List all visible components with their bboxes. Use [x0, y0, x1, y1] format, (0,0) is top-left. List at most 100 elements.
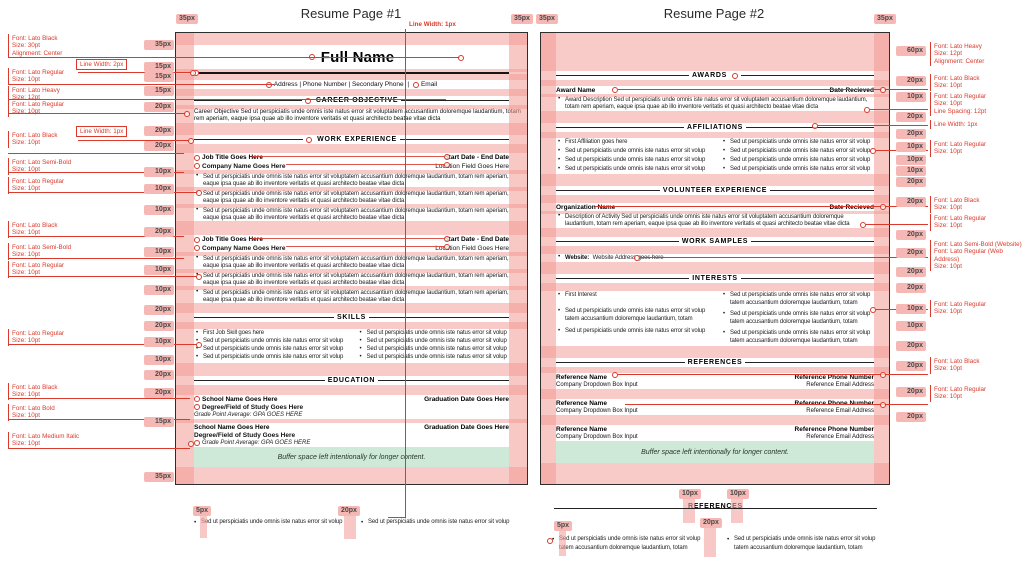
bullet-line: Sed ut perspiciatis unde omnis iste natu…: [368, 519, 510, 525]
spacing-label: 10px: [896, 304, 926, 314]
bullet-line: totam rem aperiam, eaque ipsa quae ab il…: [565, 103, 819, 110]
header-rule: [378, 380, 509, 381]
header-rule: [399, 139, 510, 140]
detail-header-rule: [554, 508, 877, 509]
spacer: [176, 363, 527, 376]
spacing-label: 20px: [896, 197, 926, 207]
interest-item: Sed ut perspiciatis unde omnis iste natu…: [556, 327, 709, 335]
spacing-label: 10px: [727, 489, 749, 499]
red-marker-icon: [870, 307, 876, 313]
reference-email: Reference Email Address: [806, 434, 874, 440]
header-rule: [194, 100, 302, 101]
red-marker-icon: [731, 72, 738, 79]
header-rule: [556, 278, 690, 279]
website-value: Website Address goes here: [592, 255, 664, 261]
red-marker-icon: [194, 440, 200, 446]
red-marker-icon: [188, 138, 194, 144]
spacer: [176, 221, 527, 235]
spacer: [176, 252, 527, 256]
spacing-label: 20px: [144, 126, 174, 136]
annotation-connector-line: [866, 224, 928, 225]
job-bullet: Sed ut perspiciatis unde omnis iste natu…: [194, 190, 509, 204]
gpa: Grade Point Average: GPA GOES HERE: [194, 412, 303, 418]
font-annotation: Font: Lato Heavy Size: 12pt Alignment: Cen…: [930, 42, 984, 66]
spacing-label: 20px: [896, 177, 926, 187]
spacer: [176, 33, 527, 45]
reference-company: Company Dropdown Box Input: [556, 382, 638, 388]
annotation-connector-line: [818, 125, 928, 126]
interest-item-line: tatem accusantium doloremque laudantium,…: [565, 316, 693, 322]
font-annotation: Font: Lato Regular Size: 10pt: [930, 140, 986, 157]
annotation-connector-line: [8, 236, 184, 237]
red-marker-icon: [812, 123, 818, 129]
section-title: CAREER OBJECTIVE: [315, 97, 399, 104]
career-objective-text: Career Objective Sed ut perspiciatis und…: [194, 109, 521, 123]
bullet-line: Sed ut perspiciatis unde omnis iste natu…: [203, 273, 509, 279]
red-marker-icon: [612, 87, 618, 93]
annotation-connector-line: [78, 72, 192, 73]
spacing-label: 35px: [536, 14, 558, 24]
spacer: [176, 170, 527, 174]
spacer: [541, 367, 889, 373]
red-marker-icon: [444, 154, 450, 160]
font-annotation: Font: Lato Heavy Size: 12pt: [8, 86, 60, 103]
contact-email: Email: [420, 81, 438, 88]
red-marker-icon: [458, 55, 464, 61]
section-title: WORK SAMPLES: [681, 238, 749, 245]
buffer-note: Buffer space left intentionally for long…: [194, 447, 509, 467]
spacing-bar: [704, 528, 716, 557]
school-name: School Name Goes Here: [194, 423, 270, 431]
annotation-connector-line: [252, 156, 444, 157]
section-title: EDUCATION: [327, 377, 376, 384]
job-company-row: Company Name Goes Here Location Field Go…: [194, 244, 509, 252]
annotation-connector-line: [8, 172, 184, 173]
header-rule: [401, 100, 510, 101]
job-location: Location Field Goes Here: [435, 244, 509, 252]
header-rule: [369, 317, 509, 318]
red-marker-icon: [412, 81, 419, 88]
spacing-label: 10px: [144, 247, 174, 257]
interest-item: Sed ut perspiciatis unde omnis iste natu…: [721, 310, 874, 318]
job-bullet: Sed ut perspiciatis unde omnis iste natu…: [194, 289, 509, 303]
spacing-label: 10px: [896, 142, 926, 152]
spacer: [176, 89, 527, 96]
red-marker-icon: [194, 154, 200, 161]
spacer: [541, 283, 889, 291]
degree: Degree/Field of Study Goes Here: [194, 431, 296, 439]
spacing-label: 20px: [896, 267, 926, 277]
affiliation-item: Sed ut perspiciatis unde omnis iste natu…: [721, 165, 874, 174]
affiliations-column: Sed ut perspiciatis unde omnis iste natu…: [721, 138, 874, 174]
skill-item: Sed ut perspiciatis unde omnis iste natu…: [358, 353, 510, 361]
education-degree-row: Degree/Field of Study Goes Here: [194, 403, 509, 411]
annotation-connector-line: [8, 258, 184, 259]
annotation-connector-line: [8, 99, 446, 100]
spacer: [176, 144, 527, 153]
spacing-label: 15px: [144, 72, 174, 82]
font-annotation: Font: Lato Regular Size: 10pt: [930, 300, 986, 317]
spacing-label: 10px: [144, 285, 174, 295]
spacer: [176, 322, 527, 329]
header-rule: [556, 190, 660, 191]
annotation-connector-line: [78, 140, 190, 141]
spacing-label: 35px: [144, 472, 174, 482]
red-marker-icon: [880, 204, 886, 210]
spacing-label: 10px: [896, 166, 926, 176]
award-date: Date Recieved: [829, 86, 874, 94]
annotation-connector-line: [8, 153, 184, 154]
font-annotation: Font: Lato Black Size: 10pt: [930, 74, 980, 91]
job-company-row: Company Name Goes Here Location Field Go…: [194, 162, 509, 170]
annotation-connector-line: [8, 57, 460, 58]
font-annotation: Font: Lato Regular Size: 10pt: [930, 214, 986, 231]
interests-column: Sed ut perspiciatis unde omnis iste natu…: [721, 291, 874, 346]
reference-phone: Reference Phone Number: [794, 399, 874, 407]
education-school-row: School Name Goes Here Graduation Date Go…: [194, 423, 509, 431]
red-marker-icon: [184, 111, 190, 117]
red-marker-icon: [444, 162, 450, 168]
spacer: [176, 269, 527, 273]
spacing-label: 20px: [896, 76, 926, 86]
spacer: [176, 74, 527, 80]
spacing-label: 20px: [700, 518, 722, 528]
spacing-label: 20px: [896, 412, 926, 422]
affiliation-item: Sed ut perspiciatis unde omnis iste natu…: [721, 156, 874, 165]
job-dates: Start Date - End Date: [444, 236, 509, 243]
